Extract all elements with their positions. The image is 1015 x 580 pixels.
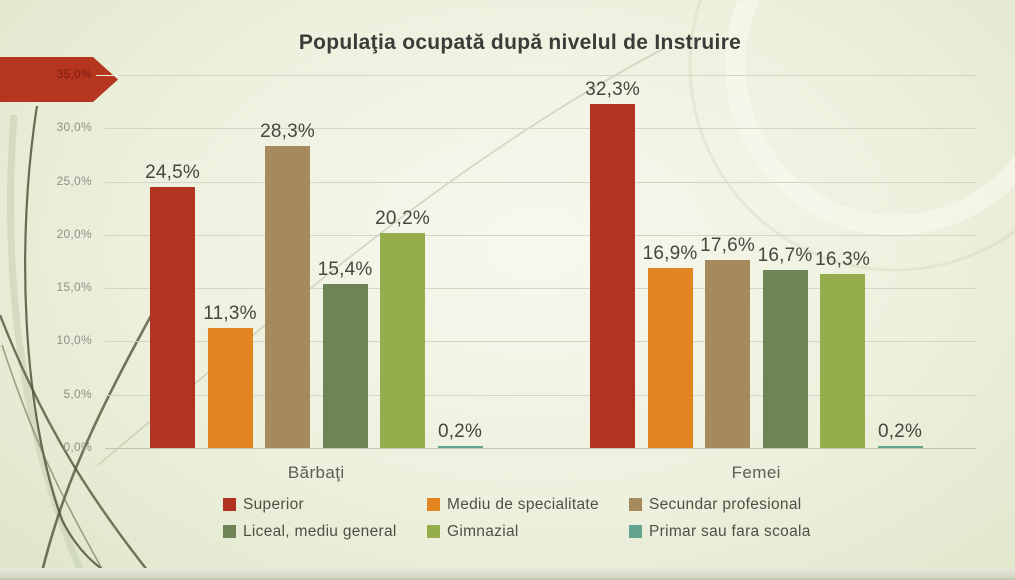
legend-swatch xyxy=(223,498,236,511)
bar-value-label: 15,4% xyxy=(317,258,373,280)
legend-item: Liceal, mediu general xyxy=(223,523,397,540)
y-axis-tick-label: 25,0% xyxy=(56,173,92,188)
y-axis-tick-label: 35,0% xyxy=(56,67,92,81)
category-label: Femei xyxy=(731,463,781,482)
legend-item: Superior xyxy=(223,496,304,513)
bar-group1-series2 xyxy=(705,260,750,448)
footer-band xyxy=(0,568,1015,580)
bar-group0-series0 xyxy=(150,186,195,448)
legend-swatch xyxy=(629,498,642,511)
gridline xyxy=(105,181,976,183)
decor-curve xyxy=(0,314,156,580)
bar-value-label: 17,6% xyxy=(700,235,755,257)
y-axis-tick-label: 0,0% xyxy=(63,440,92,454)
y-axis-tick-label: 15,0% xyxy=(56,280,92,295)
bar-value-label: 20,2% xyxy=(375,207,430,229)
legend-label: Secundar profesional xyxy=(649,496,802,513)
legend-item: Secundar profesional xyxy=(629,496,802,513)
bar-value-label: 0,2% xyxy=(877,420,923,442)
gridline xyxy=(105,128,976,130)
chart-title: Populaţia ocupată după nivelul de Instru… xyxy=(298,31,742,54)
bar-value-label: 24,5% xyxy=(145,161,200,183)
category-label: Bărbaţi xyxy=(287,463,345,482)
legend-swatch xyxy=(223,525,236,538)
gridline xyxy=(105,341,976,343)
bar-group1-series1 xyxy=(647,267,693,448)
gridline xyxy=(105,288,976,290)
legend-label: Primar sau fara scoala xyxy=(649,523,811,540)
legend-swatch xyxy=(427,525,440,538)
bar-group0-series2 xyxy=(265,146,310,448)
bar-value-label: 16,7% xyxy=(757,245,813,266)
bar-group0-series4 xyxy=(380,232,425,448)
bar-value-label: 16,3% xyxy=(815,249,870,271)
legend-item: Mediu de specialitate xyxy=(427,496,599,513)
bar-group1-series5 xyxy=(877,445,923,448)
legend-label: Gimnazial xyxy=(447,523,519,540)
gridline xyxy=(105,234,976,236)
bar-group0-series5 xyxy=(437,445,483,448)
gridline xyxy=(118,75,976,76)
swirl-circle-icon xyxy=(688,0,1015,272)
red-arrow-shape xyxy=(0,57,118,102)
bar-value-label: 0,2% xyxy=(437,420,483,442)
bar-value-label: 32,3% xyxy=(585,78,640,100)
bar-group1-series0 xyxy=(590,103,635,448)
legend-item: Gimnazial xyxy=(427,523,519,540)
arrow-tip-gridline xyxy=(96,74,118,77)
y-axis-tick-label: 30,0% xyxy=(56,120,92,135)
legend-swatch xyxy=(629,525,642,538)
bar-group0-series3 xyxy=(322,283,368,448)
y-axis-tick-label: 5,0% xyxy=(63,386,92,401)
legend-item: Primar sau fara scoala xyxy=(629,523,811,540)
legend-label: Superior xyxy=(243,496,304,513)
gridline xyxy=(105,448,976,449)
bar-group1-series3 xyxy=(762,270,808,448)
gridline xyxy=(105,394,976,396)
bar-group1-series4 xyxy=(820,274,865,448)
bar-group0-series1 xyxy=(207,327,253,448)
y-axis-tick-label: 20,0% xyxy=(56,226,92,241)
bar-value-label: 16,9% xyxy=(642,242,698,264)
y-axis-tick-label: 10,0% xyxy=(56,333,92,348)
legend-swatch xyxy=(427,498,440,511)
decor-curve xyxy=(1,344,109,580)
legend-label: Liceal, mediu general xyxy=(243,523,397,540)
swirl-circle-icon xyxy=(725,0,1015,235)
legend-label: Mediu de specialitate xyxy=(447,496,599,513)
bar-value-label: 11,3% xyxy=(203,302,257,324)
decor-curve xyxy=(24,105,119,580)
bar-value-label: 28,3% xyxy=(260,121,315,143)
